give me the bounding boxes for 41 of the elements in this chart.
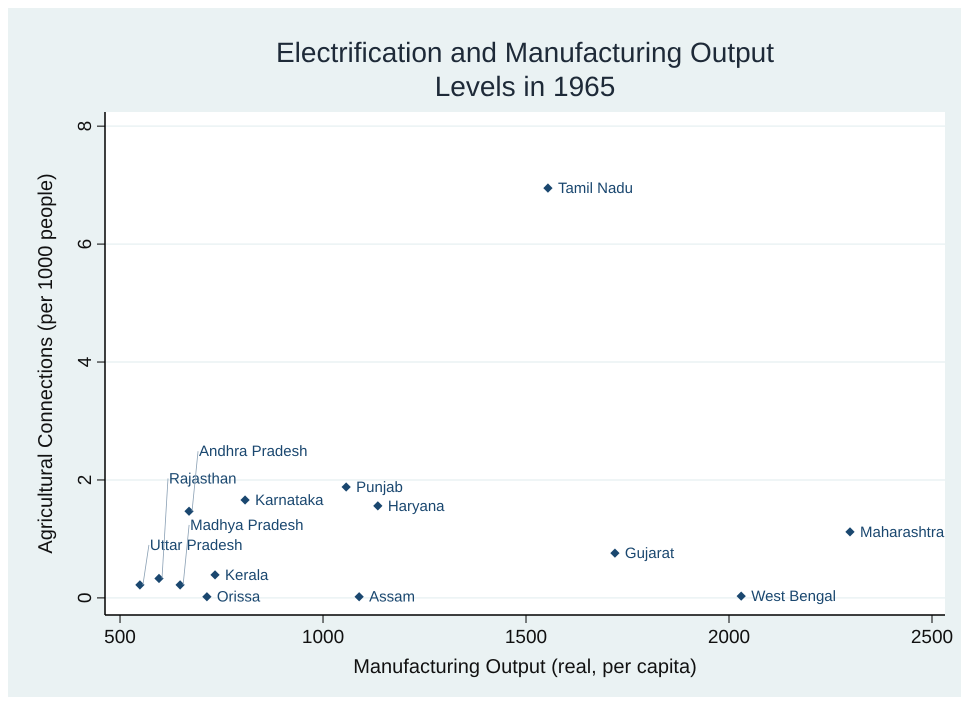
y-tick-label: 4 [75,356,96,368]
point [184,506,194,516]
point [354,592,364,602]
y-tick-label: 6 [75,238,96,250]
point [610,548,620,558]
data-label: Madhya Pradesh [190,516,304,534]
data-label: Karnataka [255,492,324,510]
data-label: Assam [369,588,415,606]
x-tick-label: 500 [104,627,136,648]
y-tick-label: 8 [75,120,96,132]
point [736,591,746,601]
point [240,495,250,505]
point [342,482,351,492]
y-axis-title: Agricultural Connections (per 1000 people) [35,173,57,554]
point [543,183,553,193]
data-label: Uttar Pradesh [150,536,242,554]
y-tick-label: 2 [75,474,96,486]
point [373,501,382,511]
data-label: West Bengal [751,588,836,606]
data-label: Andhra Pradesh [199,443,308,460]
y-tick-label: 0 [75,592,96,604]
point [202,592,212,602]
data-label: Tamil Nadu [558,180,633,198]
point [845,527,855,536]
data-label: Maharashtra [860,524,945,541]
data-label: Orissa [216,588,261,606]
point [210,570,220,580]
x-tick-label: 2000 [708,627,750,648]
point [135,580,145,590]
x-tick-label: 1000 [302,627,344,648]
chart-title: Electrification and Manufacturing Output Levels in 1965 [276,37,774,102]
data-label: Haryana [388,498,446,515]
x-tick-label: 2500 [910,627,954,648]
x-tick-label: 1500 [504,627,548,648]
x-axis-title: Manufacturing Output (real, per capita) [353,656,697,678]
point [175,580,185,590]
data-label: Rajasthan [168,470,237,488]
data-label: Punjab [356,479,403,496]
data-label: Gujarat [624,545,675,562]
data-label: Kerala [225,566,270,584]
point [154,574,164,584]
